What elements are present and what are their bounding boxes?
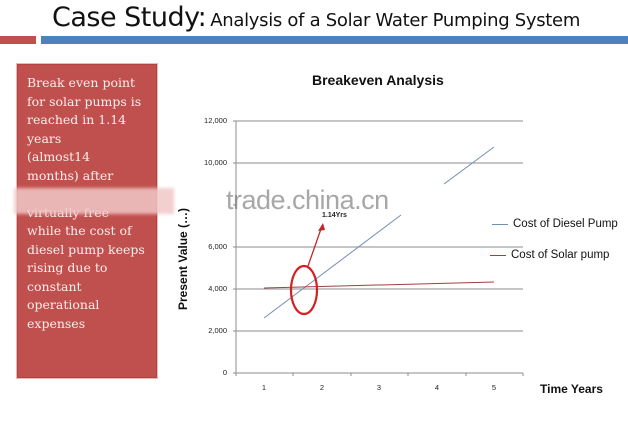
callout-arrow	[307, 225, 323, 267]
x-tick: 1	[261, 383, 267, 392]
arrow-head-icon	[318, 223, 325, 231]
summary-line: years	[27, 130, 62, 146]
y-tick: 4,000	[208, 284, 227, 293]
summary-line: operational	[27, 297, 100, 312]
summary-line: Break even point	[27, 75, 136, 90]
legend-label: Cost of Diesel Pump	[513, 218, 618, 230]
x-tick: 5	[491, 383, 497, 392]
summary-line: reached in 1.14	[27, 112, 127, 127]
legend-item-solar: Cost of Solar pump	[490, 249, 609, 261]
x-tick: 2	[319, 383, 325, 392]
gridlines	[236, 120, 523, 374]
y-axis-label: Present Value (…)	[176, 207, 190, 310]
breakeven-callout: 1.14Yrs	[322, 212, 347, 219]
title-accent-bar-blue	[41, 36, 628, 44]
summary-text-box: Break even point for solar pumps is reac…	[16, 63, 158, 379]
legend-swatch-diesel	[492, 223, 508, 225]
watermark-band	[14, 188, 174, 214]
slide-title-main: Case Study:	[52, 2, 207, 33]
summary-line: for solar pumps is	[27, 93, 142, 109]
slide-title-sub: Analysis of a Solar Water Pumping System	[210, 10, 581, 31]
chart-title: Breakeven Analysis	[312, 72, 444, 88]
summary-line: expenses	[27, 315, 86, 331]
y-tick: 10,000	[204, 158, 227, 167]
x-axis-label: Time Years	[540, 382, 603, 396]
x-tick: 3	[376, 383, 382, 392]
slide-title: Case Study: Analysis of a Solar Water Pum…	[52, 2, 580, 33]
legend-label: Cost of Solar pump	[511, 249, 610, 261]
y-tick: 2,000	[208, 326, 227, 335]
watermark-text: trade.china.cn	[226, 185, 389, 215]
x-tick: 4	[434, 383, 440, 392]
legend-item-diesel: Cost of Diesel Pump	[492, 218, 618, 230]
summary-line: months) after	[27, 167, 114, 183]
y-tick: 0	[222, 368, 227, 377]
summary-line: diesel pump keeps	[27, 241, 145, 257]
breakeven-highlight-ellipse	[289, 264, 319, 316]
series-solar-line	[263, 281, 495, 289]
summary-line: while the cost of	[27, 223, 132, 238]
y-tick: 12,000	[204, 116, 227, 125]
x-axis-ticks	[233, 120, 524, 376]
y-tick: 6,000	[208, 242, 227, 251]
summary-line: constant	[27, 278, 82, 294]
series-diesel-line-upper	[443, 146, 495, 185]
series-diesel-line	[263, 214, 402, 319]
summary-line: rising due to	[27, 260, 108, 275]
title-accent-bar-red	[0, 36, 36, 44]
summary-line: (almost14	[27, 149, 91, 164]
legend-swatch-solar	[490, 254, 506, 256]
